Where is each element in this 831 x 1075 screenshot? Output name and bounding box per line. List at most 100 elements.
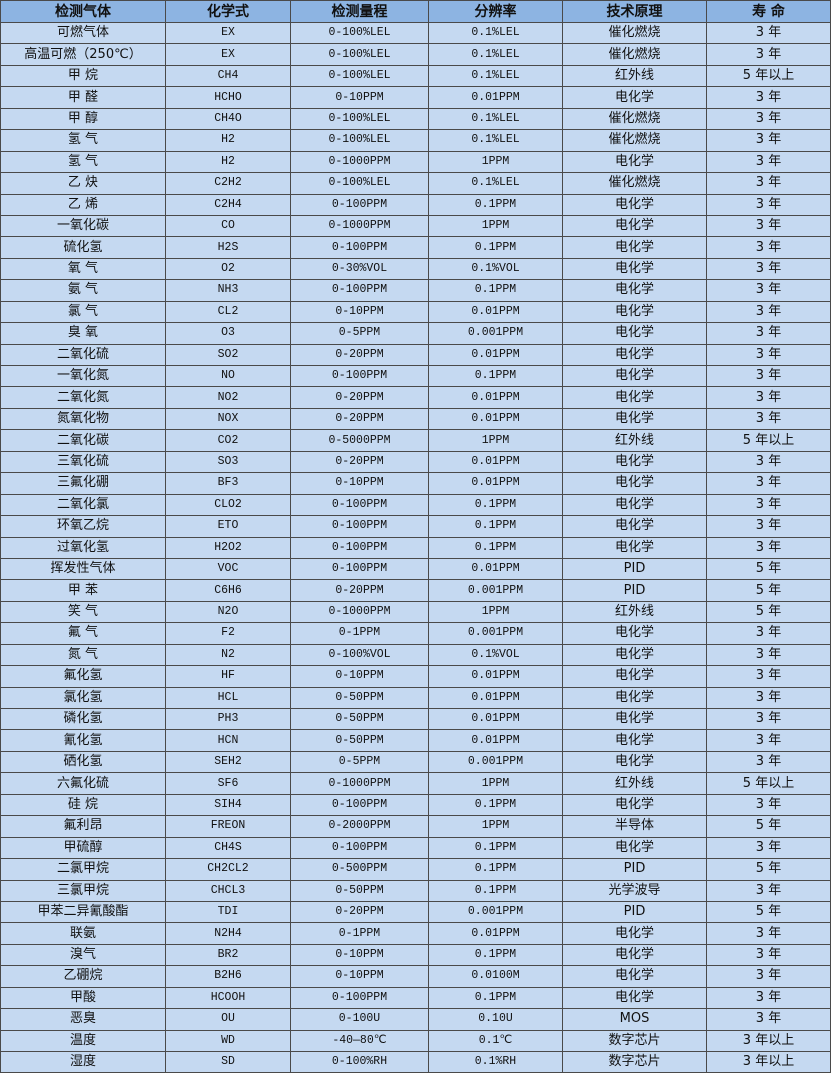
cell-lifespan: 3 年 <box>706 622 831 645</box>
cell-gas-name: 笑 气 <box>0 600 166 624</box>
cell-lifespan: 3 年 <box>706 129 831 152</box>
cell-resolution: 0.001PPM <box>428 750 563 774</box>
cell-range: 0-50PPM <box>290 879 429 902</box>
cell-lifespan: 3 年 <box>706 965 831 988</box>
cell-range: 0-10PPM <box>290 300 429 324</box>
cell-range: 0-20PPM <box>290 343 429 367</box>
cell-principle: 光学波导 <box>562 879 707 902</box>
cell-range: 0-100PPM <box>290 793 429 817</box>
cell-formula: H2O2 <box>165 536 291 559</box>
cell-gas-name: 硫化氢 <box>0 236 166 259</box>
cell-gas-name: 乙 烯 <box>0 193 166 216</box>
cell-formula: CH4S <box>165 836 291 860</box>
cell-formula: CHCL3 <box>165 879 291 902</box>
cell-formula: N2O <box>165 600 291 624</box>
cell-range: 0-5PPM <box>290 322 429 345</box>
cell-resolution: 0.1%LEL <box>428 107 563 131</box>
cell-resolution: 0.1PPM <box>428 943 563 967</box>
cell-lifespan: 3 年 <box>706 386 831 409</box>
cell-formula: SO3 <box>165 450 291 474</box>
cell-range: 0-100%LEL <box>290 129 429 152</box>
table-row: 氨 气 NH3 0-100PPM 0.1PPM 电化学 3 年 <box>0 279 831 302</box>
cell-principle: 电化学 <box>562 965 707 988</box>
cell-resolution: 0.01PPM <box>428 450 563 474</box>
cell-range: 0-100%LEL <box>290 43 429 66</box>
cell-range: 0-100PPM <box>290 493 429 517</box>
cell-principle: PID <box>562 900 707 924</box>
cell-resolution: 0.01PPM <box>428 343 563 367</box>
cell-lifespan: 5 年以上 <box>706 772 831 795</box>
cell-formula: SF6 <box>165 772 291 795</box>
table-row: 六氟化硫 SF6 0-1000PPM 1PPM 红外线 5 年以上 <box>0 772 831 795</box>
table-row: 三氯甲烷 CHCL3 0-50PPM 0.1PPM 光学波导 3 年 <box>0 879 831 902</box>
cell-resolution: 0.01PPM <box>428 407 563 431</box>
cell-principle: 催化燃烧 <box>562 172 707 195</box>
cell-gas-name: 三氟化硼 <box>0 472 166 495</box>
cell-formula: HCOOH <box>165 986 291 1010</box>
cell-gas-name: 甲 苯 <box>0 579 166 602</box>
cell-lifespan: 3 年 <box>706 214 831 238</box>
cell-lifespan: 3 年 <box>706 193 831 216</box>
cell-lifespan: 3 年 <box>706 450 831 474</box>
table-row: 湿度 SD 0-100%RH 0.1%RH 数字芯片 3 年以上 <box>0 1050 831 1074</box>
cell-formula: CH2CL2 <box>165 858 291 881</box>
table-row: 二氧化碳 CO2 0-5000PPM 1PPM 红外线 5 年以上 <box>0 429 831 452</box>
cell-formula: BR2 <box>165 943 291 967</box>
cell-range: 0-1000PPM <box>290 150 429 174</box>
cell-resolution: 0.1℃ <box>428 1029 563 1053</box>
cell-formula: F2 <box>165 622 291 645</box>
cell-range: 0-20PPM <box>290 900 429 924</box>
cell-lifespan: 3 年 <box>706 686 831 710</box>
table-row: 一氧化氮 NO 0-100PPM 0.1PPM 电化学 3 年 <box>0 364 831 388</box>
cell-range: 0-50PPM <box>290 729 429 752</box>
cell-resolution: 0.1PPM <box>428 536 563 559</box>
cell-resolution: 0.1%LEL <box>428 43 563 66</box>
table-row: 联氨 N2H4 0-1PPM 0.01PPM 电化学 3 年 <box>0 922 831 945</box>
cell-resolution: 0.1%VOL <box>428 643 563 667</box>
cell-formula: EX <box>165 43 291 66</box>
cell-range: 0-100PPM <box>290 536 429 559</box>
cell-range: 0-100%LEL <box>290 21 429 45</box>
cell-lifespan: 3 年 <box>706 300 831 324</box>
cell-gas-name: 氟 气 <box>0 622 166 645</box>
cell-principle: 电化学 <box>562 214 707 238</box>
table-row: 甲 醛 HCHO 0-10PPM 0.01PPM 电化学 3 年 <box>0 86 831 109</box>
cell-resolution: 0.1PPM <box>428 193 563 216</box>
cell-gas-name: 氢 气 <box>0 129 166 152</box>
cell-resolution: 1PPM <box>428 429 563 452</box>
cell-resolution: 1PPM <box>428 150 563 174</box>
cell-formula: SO2 <box>165 343 291 367</box>
cell-gas-name: 三氧化硫 <box>0 450 166 474</box>
cell-principle: 电化学 <box>562 643 707 667</box>
cell-principle: 电化学 <box>562 407 707 431</box>
cell-gas-name: 甲 醛 <box>0 86 166 109</box>
cell-formula: HCL <box>165 686 291 710</box>
cell-range: 0-100U <box>290 1008 429 1031</box>
cell-resolution: 0.01PPM <box>428 729 563 752</box>
cell-gas-name: 乙 炔 <box>0 172 166 195</box>
table-row: 氰化氢 HCN 0-50PPM 0.01PPM 电化学 3 年 <box>0 729 831 752</box>
header-range: 检测量程 <box>290 0 429 23</box>
cell-lifespan: 3 年 <box>706 793 831 817</box>
cell-gas-name: 甲苯二异氰酸酯 <box>0 900 166 924</box>
cell-lifespan: 3 年 <box>706 879 831 902</box>
cell-range: 0-1PPM <box>290 622 429 645</box>
cell-range: 0-5000PPM <box>290 429 429 452</box>
cell-principle: 电化学 <box>562 922 707 945</box>
cell-resolution: 0.1PPM <box>428 279 563 302</box>
cell-resolution: 0.1PPM <box>428 986 563 1010</box>
cell-resolution: 0.1PPM <box>428 236 563 259</box>
cell-principle: 电化学 <box>562 343 707 367</box>
cell-range: 0-100PPM <box>290 557 429 581</box>
cell-principle: 催化燃烧 <box>562 107 707 131</box>
header-lifespan: 寿 命 <box>706 0 831 23</box>
cell-lifespan: 3 年 <box>706 343 831 367</box>
cell-gas-name: 一氧化氮 <box>0 364 166 388</box>
header-principle: 技术原理 <box>562 0 707 23</box>
cell-range: 0-100PPM <box>290 836 429 860</box>
cell-gas-name: 氯 气 <box>0 300 166 324</box>
cell-range: 0-10PPM <box>290 665 429 688</box>
cell-principle: 电化学 <box>562 729 707 752</box>
cell-formula: NO2 <box>165 386 291 409</box>
cell-gas-name: 磷化氢 <box>0 707 166 731</box>
